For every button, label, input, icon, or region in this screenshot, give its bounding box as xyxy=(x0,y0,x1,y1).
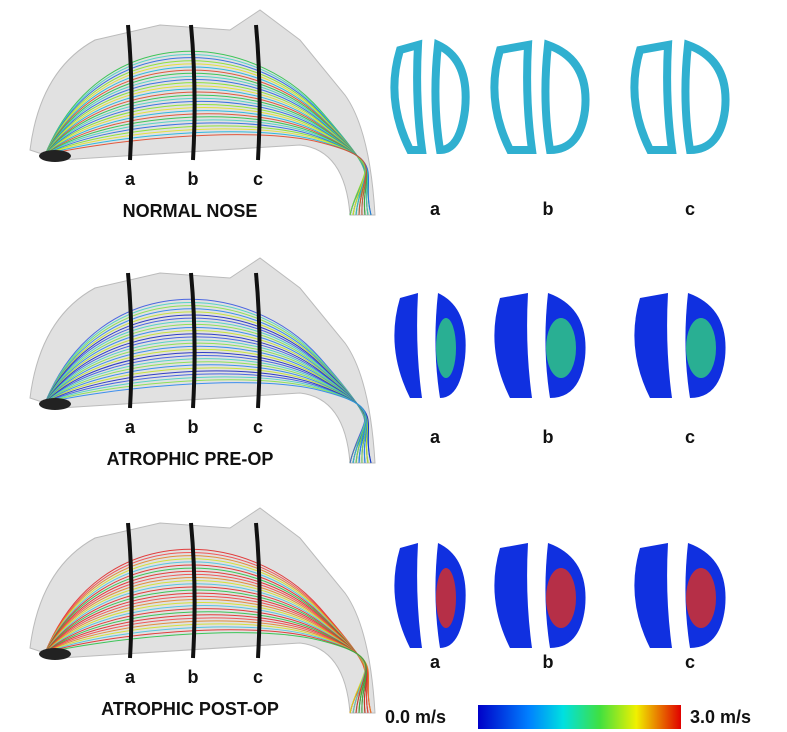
cross-section xyxy=(394,543,422,648)
velocity-region xyxy=(436,568,456,628)
streamline-label: c xyxy=(253,417,263,437)
nostril xyxy=(39,398,71,410)
colorbar-min-label: 0.0 m/s xyxy=(385,707,446,727)
streamline-label: b xyxy=(188,667,199,687)
section-label: c xyxy=(685,427,695,447)
colorbar-max-label: 3.0 m/s xyxy=(690,707,751,727)
section-label: a xyxy=(430,652,441,672)
streamline-label: b xyxy=(188,169,199,189)
cross-section xyxy=(634,45,672,150)
cross-section xyxy=(634,293,672,398)
cross-section xyxy=(494,45,532,150)
streamline-label: a xyxy=(125,417,136,437)
cross-section xyxy=(494,543,532,648)
cross-section xyxy=(545,45,585,150)
cross-section xyxy=(494,293,532,398)
streamline-label: c xyxy=(253,169,263,189)
section-label: b xyxy=(543,652,554,672)
velocity-region xyxy=(546,318,576,378)
cross-section xyxy=(634,543,672,648)
cross-section xyxy=(435,45,465,150)
colorbar xyxy=(478,705,681,729)
streamline-label: a xyxy=(125,169,136,189)
section-label: a xyxy=(430,199,441,219)
velocity-region xyxy=(436,318,456,378)
section-label: b xyxy=(543,427,554,447)
cross-section xyxy=(685,45,725,150)
section-label: c xyxy=(685,652,695,672)
nostril xyxy=(39,648,71,660)
figure: a b c NORMAL NOSE a b c a b c ATROPHIC PRE-OP a b c a b… xyxy=(0,0,787,732)
section-label: a xyxy=(430,427,441,447)
panels: a b c NORMAL NOSE a b c a b c ATROPHIC PRE-OP a b c a b… xyxy=(30,10,726,719)
velocity-region xyxy=(686,318,716,378)
panel-title: ATROPHIC POST-OP xyxy=(101,699,279,719)
cross-section xyxy=(394,45,422,150)
nostril xyxy=(39,150,71,162)
velocity-region xyxy=(546,568,576,628)
velocity-region xyxy=(686,568,716,628)
panel-title: NORMAL NOSE xyxy=(123,201,258,221)
section-label: c xyxy=(685,199,695,219)
section-label: b xyxy=(543,199,554,219)
cross-section xyxy=(394,293,422,398)
panel-title: ATROPHIC PRE-OP xyxy=(107,449,274,469)
streamline-label: c xyxy=(253,667,263,687)
streamline-label: a xyxy=(125,667,136,687)
streamline-label: b xyxy=(188,417,199,437)
